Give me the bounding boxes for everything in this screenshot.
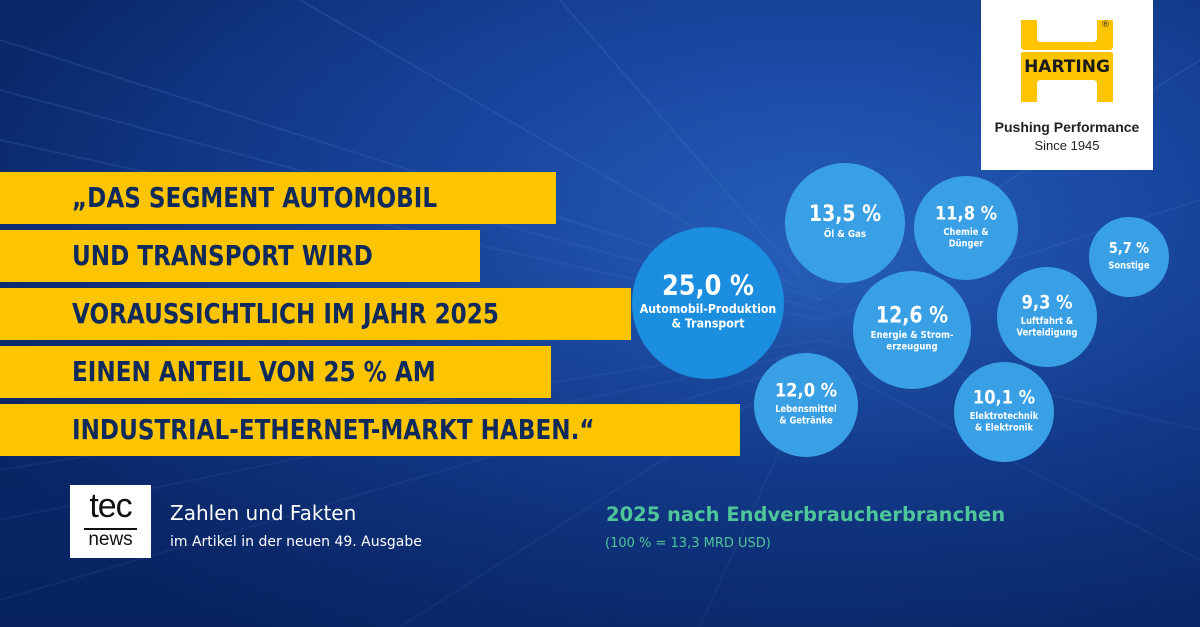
bubble-category-label: & Elektronik <box>975 423 1034 434</box>
bubble-4: 5,7 % Sonstige <box>1089 217 1169 297</box>
chart-subtitle: (100 % = 13,3 MRD USD) <box>605 536 771 551</box>
chart-title: 2025 nach Endverbraucherbranchen <box>606 503 1006 526</box>
logo-claim: Pushing Performance <box>994 119 1140 135</box>
bubble-value-label: 25,0 % <box>662 270 754 302</box>
bubble-category-label: Dünger <box>949 239 984 250</box>
quote-line-1: „DAS SEGMENT AUTOMOBIL <box>0 172 556 224</box>
tecnews-logo-top: tec <box>89 487 132 525</box>
harting-logo-text: HARTING <box>1024 57 1110 77</box>
bubble-category-label: Sonstige <box>1108 261 1149 272</box>
bubble-category-label: & Transport <box>671 316 744 331</box>
bubble-8: 10,1 % Elektrotechnik& Elektronik <box>954 362 1054 462</box>
bubble-category-label: & Getränke <box>779 416 832 427</box>
bubble-category-label: Öl & Gas <box>824 228 867 240</box>
bubble-category-label: erzeugung <box>886 342 937 353</box>
bubble-circle <box>754 353 858 457</box>
tecnews-logo: tec news <box>70 485 151 558</box>
quote-line-3: VORAUSSICHTLICH IM JAHR 2025 <box>0 288 631 340</box>
bubble-6: 9,3 % Luftfahrt &Verteidigung <box>997 267 1097 367</box>
bubble-category-label: Automobil-Produktion <box>640 301 777 316</box>
bubble-value-label: 10,1 % <box>973 387 1036 408</box>
tecnews-logo-rule <box>84 528 137 530</box>
quote-line-5: INDUSTRIAL-ETHERNET-MARKT HABEN.“ <box>0 404 740 456</box>
bubble-category-label: Lebensmittel <box>775 405 837 416</box>
bubble-category-label: Luftfahrt & <box>1021 317 1074 328</box>
bubble-circle <box>954 362 1054 462</box>
registered-mark: ® <box>1101 20 1110 30</box>
bubble-category-label: Chemie & <box>943 228 988 239</box>
bubble-value-label: 9,3 % <box>1022 292 1073 313</box>
bubble-3: 11,8 % Chemie &Dünger <box>914 176 1018 280</box>
quote-line-4: EINEN ANTEIL VON 25 % AM <box>0 346 551 398</box>
bubble-2: 13,5 %Öl & Gas <box>785 163 905 283</box>
tecnews-logo-bottom: news <box>88 529 133 550</box>
bubble-circle <box>1089 217 1169 297</box>
bubble-value-label: 12,0 % <box>775 380 838 401</box>
bubble-circle <box>914 176 1018 280</box>
bubble-value-label: 13,5 % <box>809 201 881 227</box>
bubble-circle <box>853 271 971 389</box>
tecnews-title: Zahlen und Fakten <box>170 501 357 525</box>
harting-logo: HARTING ® Pushing Performance Since 1945 <box>981 0 1153 170</box>
logo-since: Since 1945 <box>1034 138 1100 153</box>
bubble-7: 12,0 % Lebensmittel& Getränke <box>754 353 858 457</box>
bubble-1: 25,0 %Automobil-Produktion& Transport <box>632 227 784 379</box>
tecnews-subtitle: im Artikel in der neuen 49. Ausgabe <box>170 534 422 550</box>
bubble-value-label: 11,8 % <box>935 203 998 224</box>
quote-line-2: UND TRANSPORT WIRD <box>0 230 480 282</box>
harting-logo-mark: HARTING <box>1021 20 1113 102</box>
bubble-5: 12,6 % Energie & Strom-erzeugung <box>853 271 971 389</box>
bubble-value-label: 5,7 % <box>1109 240 1149 257</box>
bubble-category-label: Elektrotechnik <box>970 412 1040 423</box>
bubble-circle <box>997 267 1097 367</box>
bubble-category-label: Verteidigung <box>1017 328 1078 339</box>
bubble-circle <box>785 163 905 283</box>
bubble-category-label: Energie & Strom- <box>871 331 954 342</box>
bubble-circle <box>632 227 784 379</box>
bubble-value-label: 12,6 % <box>876 302 948 328</box>
